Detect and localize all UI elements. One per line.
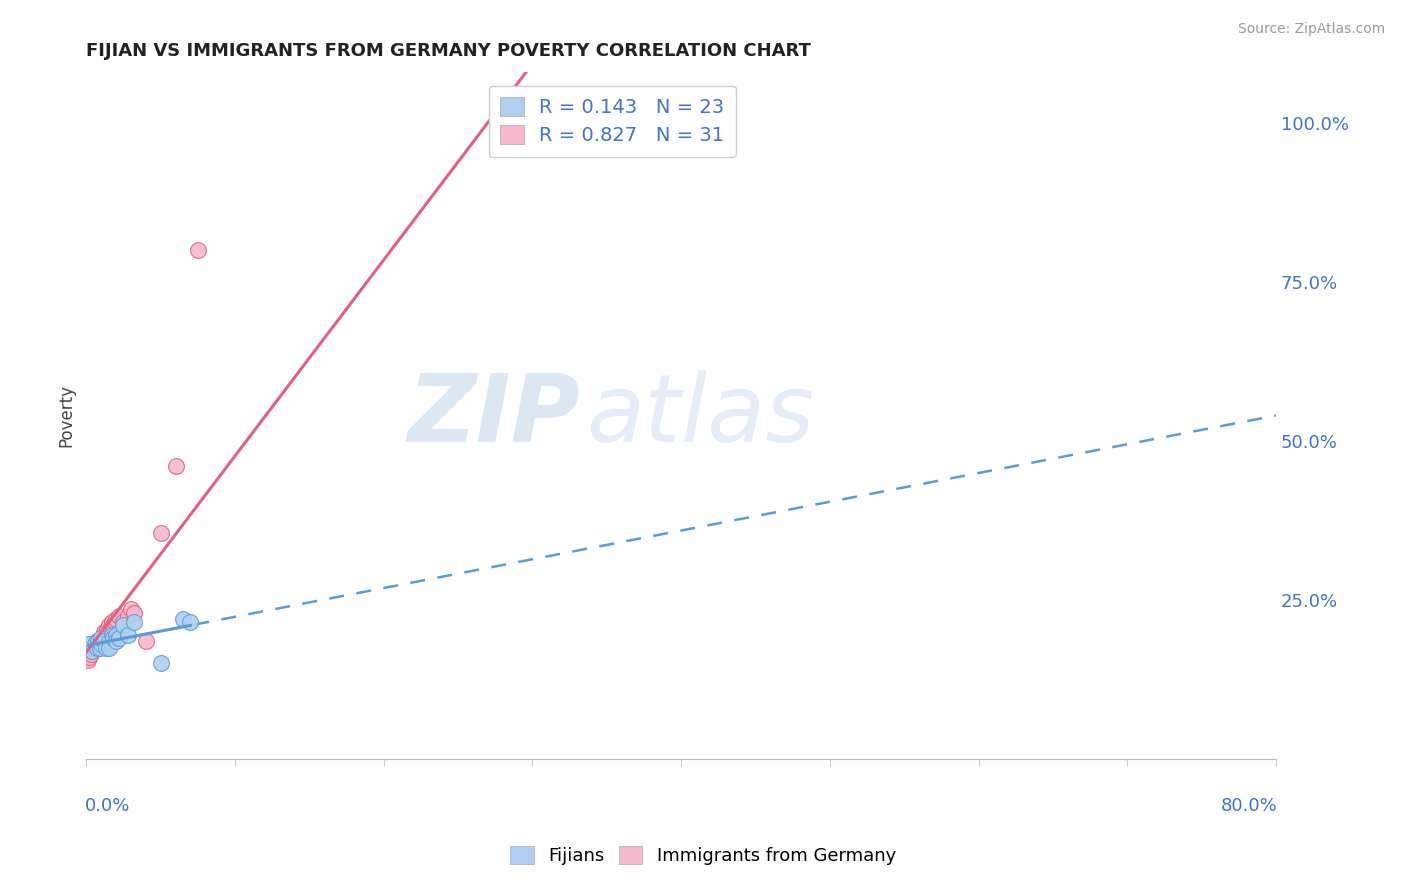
Point [94, 628, 117, 642]
Point [82, 644, 104, 658]
Point [76, 653, 98, 667]
Point [122, 615, 145, 629]
Point [86, 640, 108, 655]
Point [149, 526, 172, 541]
Point [91, 631, 114, 645]
Point [87, 634, 110, 648]
Point [105, 612, 128, 626]
Point [98, 622, 121, 636]
Point [90, 634, 112, 648]
Legend: R = 0.143   N = 23, R = 0.827   N = 31: R = 0.143 N = 23, R = 0.827 N = 31 [489, 86, 735, 157]
Point [112, 618, 135, 632]
Text: 80.0%: 80.0% [1220, 797, 1277, 814]
Point [93, 624, 115, 639]
Point [105, 634, 128, 648]
Y-axis label: Poverty: Poverty [58, 384, 75, 447]
Text: ZIP: ZIP [408, 369, 581, 461]
Point [80, 647, 103, 661]
Point [89, 637, 111, 651]
Point [172, 612, 194, 626]
Point [97, 618, 120, 632]
Point [522, 116, 544, 130]
Point [135, 634, 157, 648]
Point [83, 640, 105, 655]
Point [149, 657, 172, 671]
Legend: Fijians, Immigrants from Germany: Fijians, Immigrants from Germany [501, 838, 905, 874]
Point [165, 459, 187, 474]
Text: FIJIAN VS IMMIGRANTS FROM GERMANY POVERTY CORRELATION CHART: FIJIAN VS IMMIGRANTS FROM GERMANY POVERT… [86, 42, 811, 60]
Point [108, 631, 131, 645]
Text: atlas: atlas [586, 370, 814, 461]
Point [87, 634, 110, 648]
Point [103, 615, 125, 629]
Point [77, 637, 100, 651]
Point [112, 615, 135, 629]
Point [108, 608, 131, 623]
Text: 0.0%: 0.0% [86, 797, 131, 814]
Point [97, 640, 120, 655]
Point [94, 640, 117, 655]
Point [97, 634, 120, 648]
Point [84, 637, 107, 651]
Point [101, 631, 124, 645]
Point [117, 608, 139, 623]
Point [82, 644, 104, 658]
Point [77, 650, 100, 665]
Point [96, 622, 118, 636]
Point [86, 634, 108, 648]
Point [187, 244, 209, 258]
Point [100, 615, 122, 629]
Text: Source: ZipAtlas.com: Source: ZipAtlas.com [1237, 22, 1385, 37]
Point [179, 615, 201, 629]
Point [100, 628, 122, 642]
Point [122, 606, 145, 620]
Point [101, 618, 124, 632]
Point [89, 640, 111, 655]
Point [117, 628, 139, 642]
Point [93, 634, 115, 648]
Point [120, 602, 142, 616]
Point [90, 631, 112, 645]
Point [105, 628, 128, 642]
Point [80, 644, 103, 658]
Point [90, 637, 112, 651]
Point [84, 637, 107, 651]
